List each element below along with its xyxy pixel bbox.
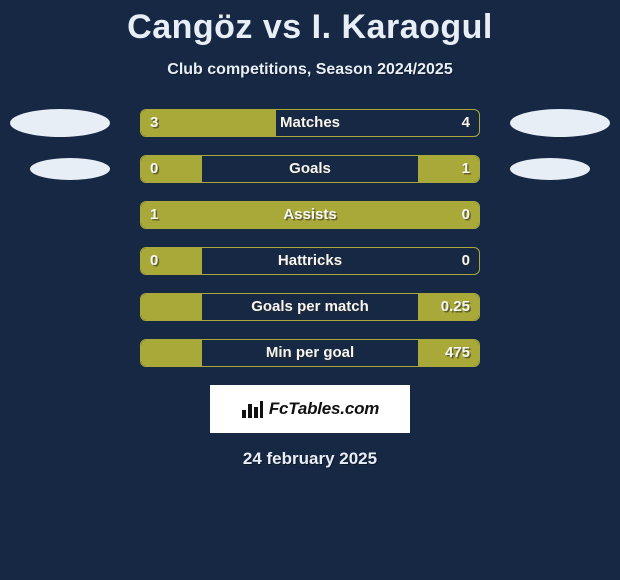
bar-right [418,156,479,182]
brand-text: FcTables.com [269,399,379,419]
comparison-chart: Matches34 Goals01 Assists10 Hattricks00 Goal… [0,109,620,367]
bar-left [141,110,276,136]
bar-left [141,340,202,366]
stat-row: Min per goal475 [0,339,620,367]
bar-track [140,247,480,275]
stat-row: Goals01 [0,155,620,183]
bar-track [140,339,480,367]
subtitle: Club competitions, Season 2024/2025 [0,61,620,79]
bar-track [140,201,480,229]
bars-icon [241,400,263,418]
stat-row: Assists10 [0,201,620,229]
bar-left [141,156,202,182]
stat-row: Goals per match0.25 [0,293,620,321]
bar-right [418,340,479,366]
bar-left [141,248,202,274]
bar-left [141,202,479,228]
bar-right [418,294,479,320]
bar-track [140,293,480,321]
page-title: Cangöz vs I. Karaogul [0,0,620,47]
bar-left [141,294,202,320]
player1-badge [30,158,110,180]
stat-row: Matches34 [0,109,620,137]
bar-track [140,155,480,183]
player1-badge [10,109,110,137]
player2-badge [510,158,590,180]
player1-name: Cangöz [127,8,253,46]
bar-track [140,109,480,137]
brand-badge: FcTables.com [210,385,410,433]
stat-row: Hattricks00 [0,247,620,275]
player2-badge [510,109,610,137]
footer-date: 24 february 2025 [0,449,620,469]
vs-label: vs [263,8,302,46]
player2-name: I. Karaogul [312,8,493,46]
